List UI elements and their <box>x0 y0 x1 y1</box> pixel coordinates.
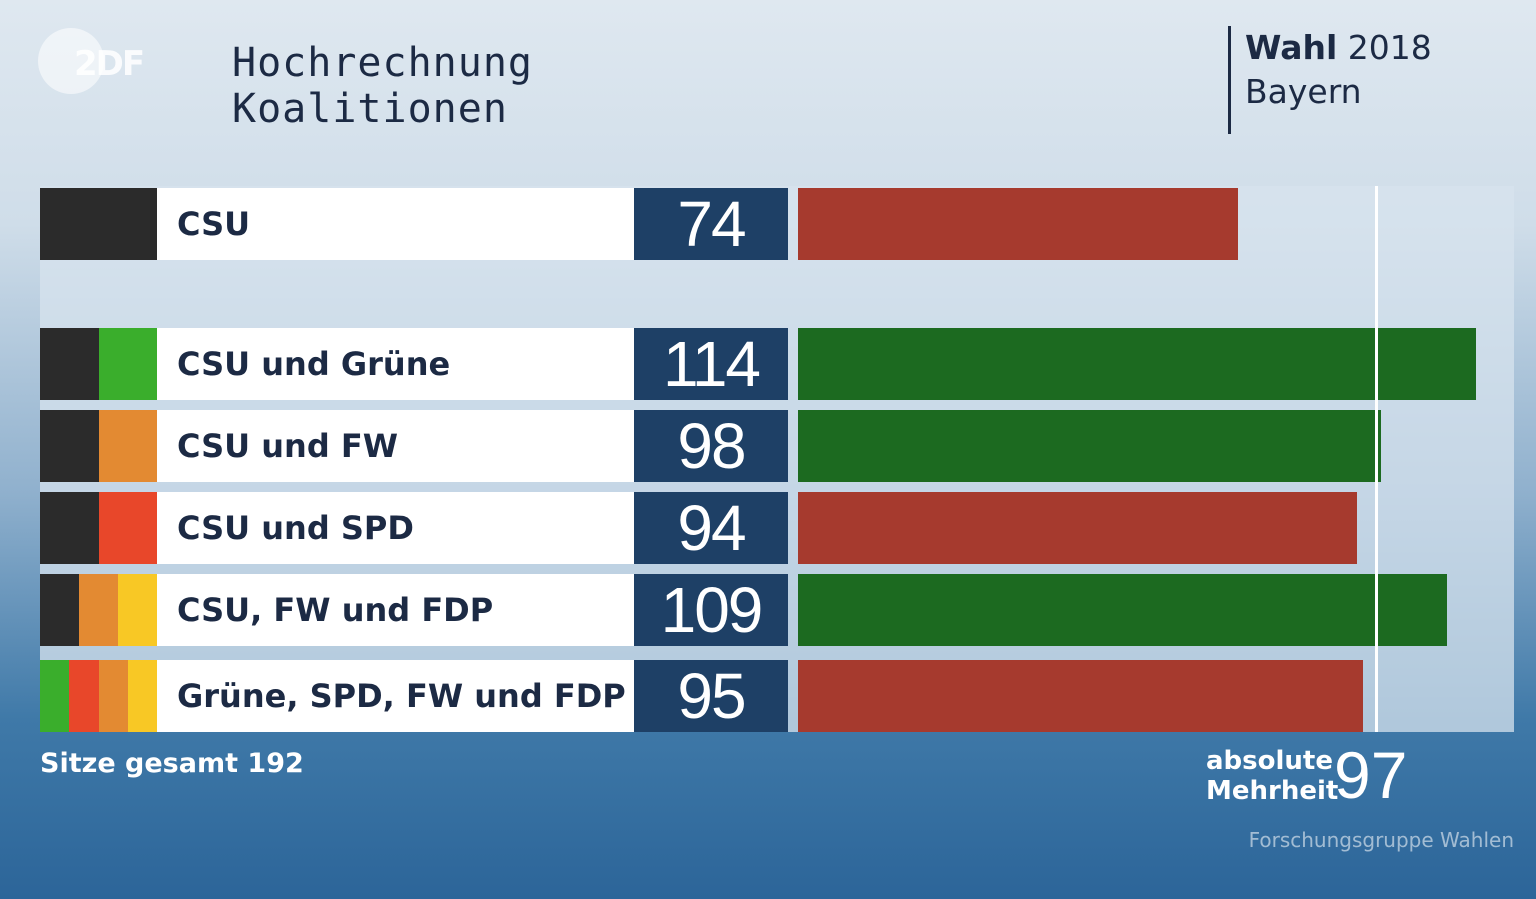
party-swatch <box>118 574 157 646</box>
party-swatches <box>40 660 157 732</box>
party-swatch <box>40 188 99 260</box>
party-swatch <box>98 660 128 732</box>
title-line-1: Hochrechnung <box>232 40 533 86</box>
party-swatch <box>69 660 99 732</box>
election-region: Bayern <box>1245 72 1362 111</box>
party-swatch <box>79 574 118 646</box>
party-swatches <box>40 188 157 260</box>
zdf-logo: 2DF <box>74 44 145 84</box>
seat-bar <box>798 328 1476 400</box>
election-info: Wahl 2018 Bayern <box>1228 26 1432 134</box>
election-word: Wahl <box>1245 28 1338 67</box>
seat-bar <box>798 492 1357 564</box>
seat-count: 109 <box>634 574 788 646</box>
coalition-label: CSU und FW <box>157 410 634 482</box>
coalition-label: Grüne, SPD, FW und FDP <box>157 660 634 732</box>
majority-label-line-2: Mehrheit <box>1206 776 1339 806</box>
seat-count: 94 <box>634 492 788 564</box>
majority-line <box>1375 186 1378 732</box>
seat-bar <box>798 410 1381 482</box>
party-swatches <box>40 328 157 400</box>
party-swatch <box>127 660 157 732</box>
party-swatch <box>98 328 157 400</box>
majority-label-line-1: absolute <box>1206 746 1333 776</box>
party-swatches <box>40 410 157 482</box>
source-label: Forschungsgruppe Wahlen <box>1248 828 1514 852</box>
seat-bar <box>798 188 1238 260</box>
chart-title: Hochrechnung Koalitionen <box>232 40 533 132</box>
party-swatch <box>40 410 99 482</box>
seat-bar <box>798 574 1447 646</box>
seat-bar <box>798 660 1363 732</box>
party-swatch <box>40 492 99 564</box>
party-swatches <box>40 574 157 646</box>
party-swatch <box>40 660 70 732</box>
zdf-logo-circle <box>38 28 104 94</box>
total-seats-label: Sitze gesamt 192 <box>40 748 304 779</box>
party-swatch <box>40 328 99 400</box>
title-line-2: Koalitionen <box>232 86 508 132</box>
coalition-label: CSU, FW und FDP <box>157 574 634 646</box>
majority-label: absolute Mehrheit <box>1206 746 1339 806</box>
seat-count: 114 <box>634 328 788 400</box>
majority-value: 97 <box>1334 738 1408 812</box>
party-swatch <box>98 188 157 260</box>
party-swatch <box>98 410 157 482</box>
party-swatches <box>40 492 157 564</box>
party-swatch <box>98 492 157 564</box>
seat-count: 95 <box>634 660 788 732</box>
coalition-label: CSU und SPD <box>157 492 634 564</box>
seat-count: 98 <box>634 410 788 482</box>
election-line-1: Wahl 2018 <box>1245 26 1432 70</box>
election-year: 2018 <box>1347 28 1432 67</box>
seat-count: 74 <box>634 188 788 260</box>
party-swatch <box>40 574 79 646</box>
coalition-label: CSU <box>157 188 634 260</box>
coalition-label: CSU und Grüne <box>157 328 634 400</box>
